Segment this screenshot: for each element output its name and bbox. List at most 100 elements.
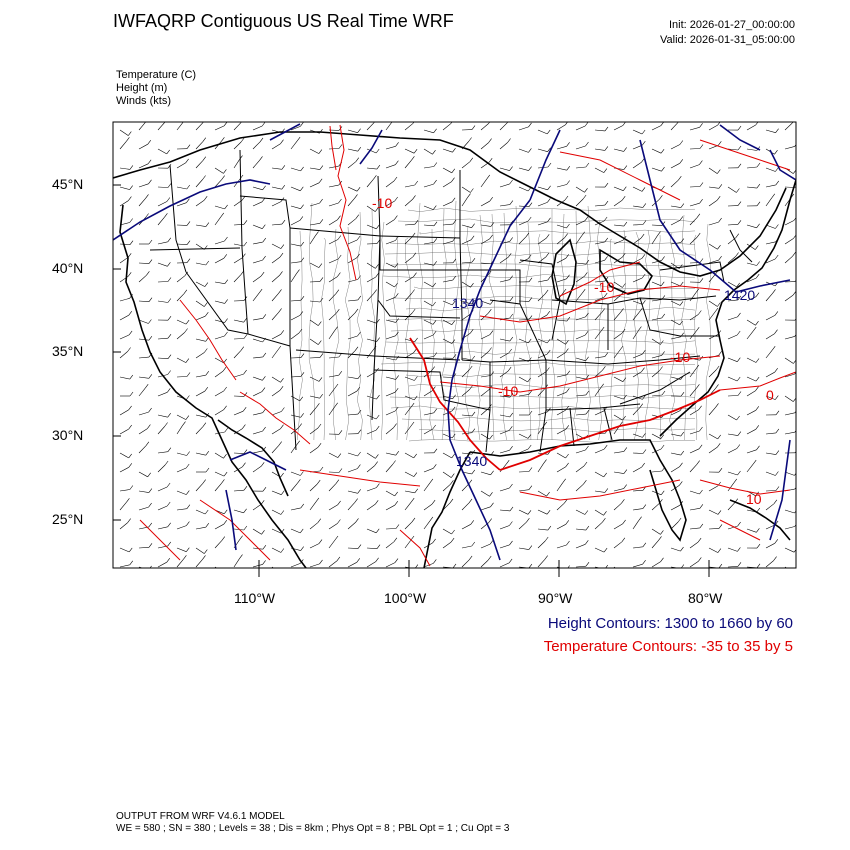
wind-barb-flag bbox=[489, 492, 493, 497]
wind-barb bbox=[651, 125, 662, 131]
wind-barb bbox=[195, 547, 205, 554]
valid-time: Valid: 2026-01-31_05:00:00 bbox=[660, 34, 795, 46]
wind-barb-flag bbox=[202, 156, 207, 161]
wind-barb bbox=[461, 559, 470, 568]
wind-barb-flag bbox=[280, 244, 285, 249]
wind-barb bbox=[347, 161, 356, 169]
wind-barb-flag bbox=[775, 395, 779, 400]
wind-barb-flag bbox=[411, 156, 415, 161]
wind-barb bbox=[328, 219, 338, 226]
wind-barb bbox=[404, 293, 412, 302]
wind-barb bbox=[290, 332, 300, 340]
wind-barb bbox=[252, 141, 261, 150]
wind-barb bbox=[575, 235, 582, 245]
wind-barb bbox=[784, 431, 795, 435]
wind-barb bbox=[651, 148, 662, 154]
wind-barb bbox=[518, 433, 529, 439]
wind-barb bbox=[556, 338, 566, 345]
wind-barb bbox=[404, 376, 415, 381]
wind-barb-flag bbox=[279, 271, 283, 276]
wind-barb-flag bbox=[202, 422, 207, 427]
wind-barb-flag bbox=[316, 479, 321, 485]
wind-barb bbox=[347, 198, 355, 207]
wind-barb-flag bbox=[582, 194, 587, 200]
wind-barb-flag bbox=[660, 530, 664, 535]
wind-barb bbox=[765, 471, 776, 476]
wind-barb-flag bbox=[621, 499, 625, 504]
wind-barb bbox=[138, 275, 147, 283]
wind-barb-flag bbox=[775, 180, 780, 186]
wind-barb-flag bbox=[413, 272, 417, 277]
wind-barb bbox=[195, 483, 203, 492]
wind-barb bbox=[366, 148, 377, 154]
wind-barb bbox=[214, 281, 225, 284]
wind-barb-flag bbox=[546, 311, 551, 316]
wind-barb-flag bbox=[223, 254, 228, 259]
wind-barb-flag bbox=[661, 256, 665, 261]
wind-barb bbox=[689, 490, 700, 495]
wind-barb bbox=[157, 426, 165, 435]
wind-barb bbox=[765, 224, 776, 229]
wind-barb-flag bbox=[469, 157, 474, 162]
wind-barb-flag bbox=[411, 517, 416, 523]
wind-barb bbox=[328, 483, 337, 492]
wind-barb-flag bbox=[528, 277, 533, 282]
wind-barb bbox=[537, 148, 548, 152]
wind-barb-flag bbox=[145, 213, 149, 218]
wind-barb-flag bbox=[699, 199, 703, 204]
wind-barb-flag bbox=[468, 137, 472, 142]
wind-barb bbox=[290, 299, 302, 302]
wind-barb bbox=[157, 561, 167, 568]
wind-barb bbox=[119, 167, 130, 170]
wind-barb bbox=[385, 319, 396, 323]
wind-barb-flag bbox=[223, 405, 227, 410]
wind-barb bbox=[689, 368, 697, 378]
wind-barb bbox=[195, 509, 206, 515]
county-line bbox=[397, 218, 696, 224]
wind-barb bbox=[214, 167, 224, 174]
wind-barb-flag bbox=[354, 194, 358, 199]
wind-barb bbox=[594, 204, 606, 207]
wind-barb-flag bbox=[543, 459, 547, 464]
wind-barb-flag bbox=[129, 560, 134, 565]
wind-barb-flag bbox=[223, 520, 228, 525]
wind-barb bbox=[195, 224, 206, 227]
wind-barb-flag bbox=[566, 166, 571, 171]
wind-barb bbox=[423, 412, 434, 416]
wind-barb-flag bbox=[167, 354, 172, 359]
wind-barb bbox=[594, 521, 603, 530]
wind-barb bbox=[746, 224, 757, 229]
wind-barb bbox=[423, 281, 433, 288]
wind-barb-flag bbox=[716, 443, 721, 448]
wind-barb-flag bbox=[660, 149, 665, 154]
wind-barb bbox=[290, 126, 301, 131]
wind-barb-flag bbox=[144, 384, 149, 389]
wind-barb-flag bbox=[623, 447, 628, 452]
wind-barb bbox=[594, 471, 604, 478]
wind-barb-flag bbox=[774, 368, 778, 373]
wind-barb bbox=[480, 351, 489, 359]
wind-barb-flag bbox=[186, 184, 191, 190]
wind-barb bbox=[138, 356, 150, 359]
wind-barb bbox=[461, 239, 472, 245]
wind-barb bbox=[366, 205, 376, 212]
wind-barb bbox=[632, 407, 641, 416]
wind-barb-flag bbox=[735, 233, 740, 238]
wind-barb bbox=[746, 376, 757, 382]
wind-barb-flag bbox=[621, 196, 626, 201]
wind-barb bbox=[461, 186, 471, 193]
wind-barb bbox=[195, 390, 205, 397]
wind-barb-flag bbox=[640, 233, 645, 239]
wind-barb bbox=[423, 205, 434, 210]
wind-barb bbox=[176, 525, 187, 530]
wind-barb-flag bbox=[319, 559, 323, 565]
wind-barb-flag bbox=[451, 177, 455, 182]
wind-barb bbox=[480, 178, 488, 188]
wind-barb bbox=[176, 414, 187, 420]
wind-barb-flag bbox=[468, 479, 473, 484]
wind-barb-flag bbox=[186, 221, 191, 226]
wind-barb bbox=[347, 129, 358, 133]
wind-barb-flag bbox=[243, 318, 247, 323]
wind-barb-flag bbox=[166, 501, 171, 507]
wind-barb-flag bbox=[319, 394, 323, 399]
